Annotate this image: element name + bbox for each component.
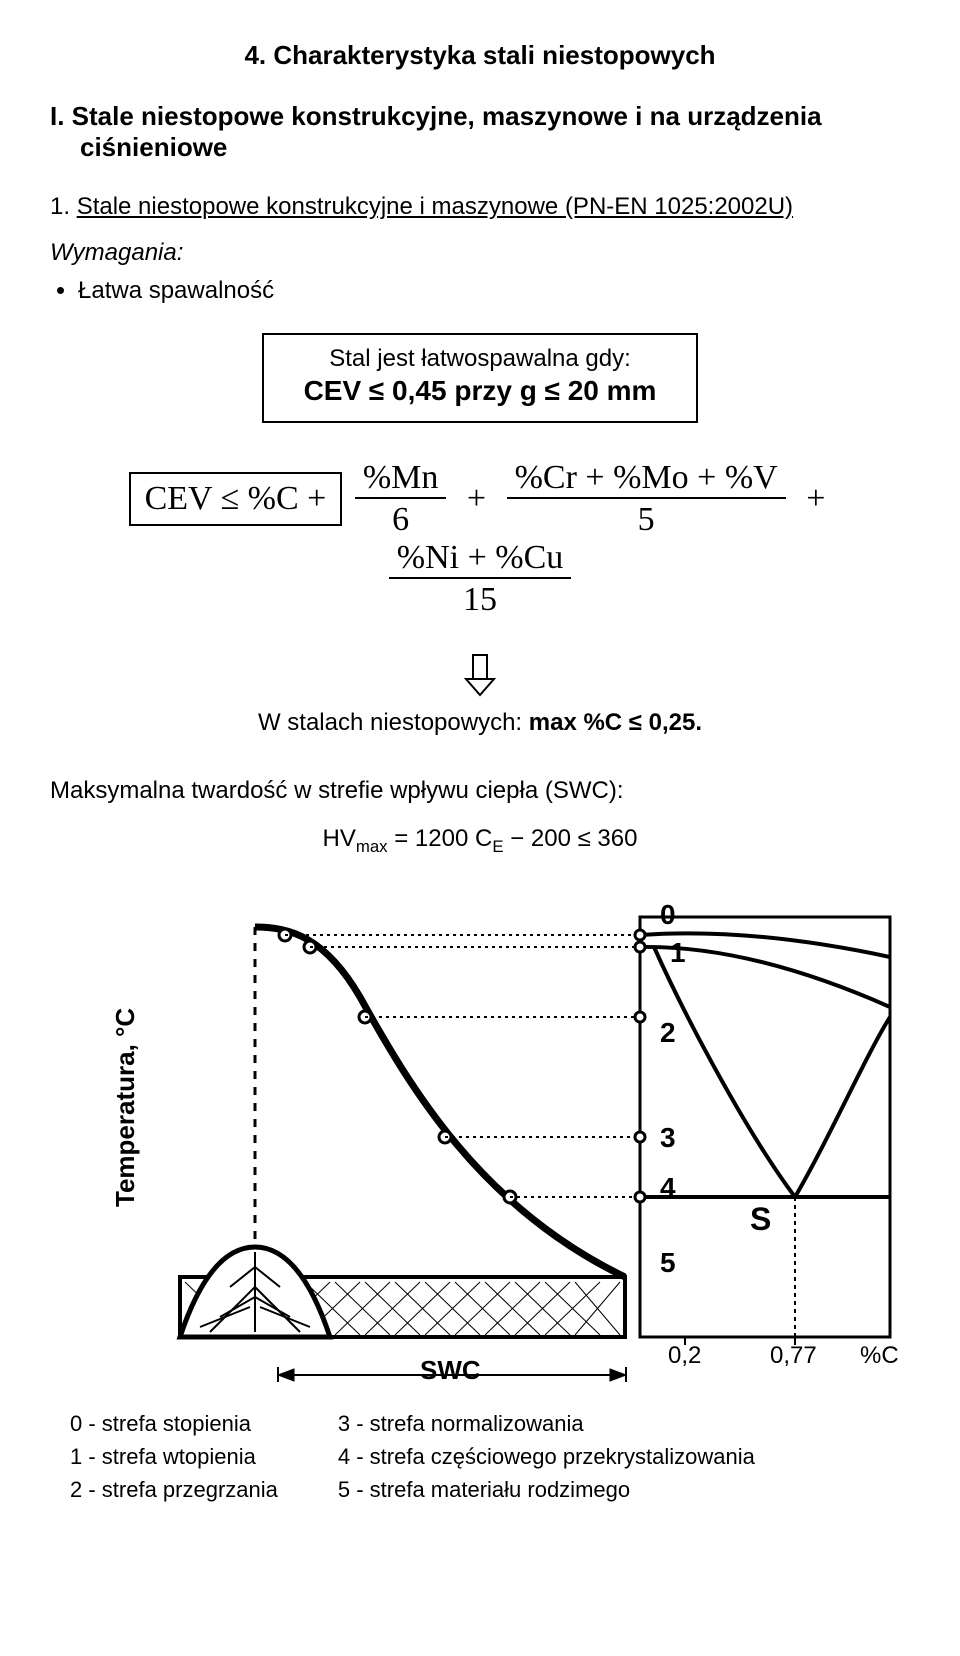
swc-label: SWC [420, 1355, 481, 1386]
in-steels-bold: max %C ≤ 0,25. [529, 709, 702, 736]
hv-sub2: E [492, 837, 503, 856]
arrow-down-icon [460, 653, 500, 699]
requirements-list: Łatwa spawalność [50, 277, 910, 305]
s-label: S [750, 1201, 771, 1238]
diagram-svg [50, 887, 910, 1417]
hv-tail: − 200 ≤ 360 [504, 825, 638, 852]
weldability-box: Stal jest łatwospawalna gdy: CEV ≤ 0,45 … [262, 333, 699, 423]
in-steels-prefix: W stalach niestopowych: [258, 709, 529, 736]
zone-num-4: 4 [660, 1172, 676, 1204]
cev-term3-num: %Ni + %Cu [389, 539, 572, 579]
cev-term1-num: %Mn [355, 459, 447, 499]
requirements-label: Wymagania: [50, 239, 910, 267]
subsection-title: I. Stale niestopowe konstrukcyjne, maszy… [50, 101, 910, 163]
cev-lhs-box: CEV ≤ %C + [129, 472, 343, 526]
zone-num-0: 0 [660, 899, 676, 931]
legend-left-2: 2 - strefa przegrzania [70, 1473, 278, 1506]
cev-term1-den: 6 [355, 499, 447, 539]
cev-term1: %Mn 6 [355, 459, 447, 539]
cev-term3-den: 15 [389, 579, 572, 619]
cev-term2: %Cr + %Mo + %V 5 [507, 459, 786, 539]
subsection-line1: I. Stale niestopowe konstrukcyjne, maszy… [50, 101, 822, 131]
zone-num-3: 3 [660, 1122, 676, 1154]
x-tick-0: 0,2 [668, 1342, 701, 1370]
section-title: 4. Charakterystyka stali niestopowych [50, 40, 910, 71]
box-line1: Stal jest łatwospawalna gdy: [304, 345, 657, 373]
plus-2: + [800, 480, 831, 518]
zone-num-2: 2 [660, 1017, 676, 1049]
hv-pre: HV [323, 825, 356, 852]
hv-post: = 1200 C [388, 825, 493, 852]
x-unit: %C [860, 1342, 899, 1370]
standard-title: Stale niestopowe konstrukcyjne i maszyno… [77, 193, 565, 220]
standard-line: 1. Stale niestopowe konstrukcyjne i masz… [50, 193, 910, 221]
cev-term3: %Ni + %Cu 15 [389, 539, 572, 619]
legend-right-2: 5 - strefa materiału rodzimego [338, 1473, 755, 1506]
cev-formula: CEV ≤ %C + %Mn 6 + %Cr + %Mo + %V 5 + %N… [50, 459, 910, 619]
cev-term2-num: %Cr + %Mo + %V [507, 459, 786, 499]
zone-num-5: 5 [660, 1247, 676, 1279]
plus-1: + [461, 480, 492, 518]
subsection-line2: ciśnieniowe [80, 132, 227, 162]
cev-term2-den: 5 [507, 499, 786, 539]
zone-num-1: 1 [670, 937, 686, 969]
hv-sub1: max [356, 837, 388, 856]
x-tick-1: 0,77 [770, 1342, 817, 1370]
in-steels-line: W stalach niestopowych: max %C ≤ 0,25. [50, 709, 910, 737]
y-axis-label: Temperatura, °C [110, 1008, 141, 1207]
standard-ref: (PN-EN 1025:2002U) [565, 193, 793, 220]
standard-prefix: 1. [50, 193, 77, 220]
hv-formula: HVmax = 1200 CE − 200 ≤ 360 [50, 825, 910, 857]
swc-heading: Maksymalna twardość w strefie wpływu cie… [50, 777, 910, 805]
requirement-item: Łatwa spawalność [78, 277, 910, 305]
swc-diagram: Temperatura, °C [50, 887, 910, 1447]
box-line2: CEV ≤ 0,45 przy g ≤ 20 mm [304, 375, 657, 407]
